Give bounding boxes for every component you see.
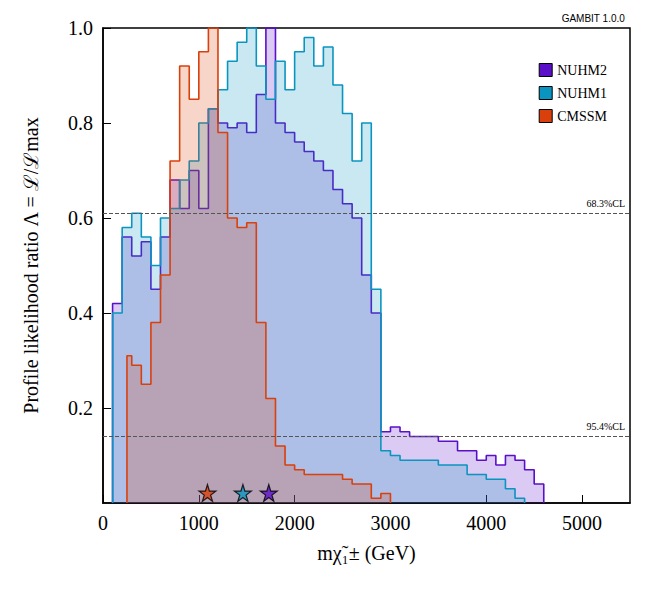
svg-text:0.8: 0.8 bbox=[68, 112, 93, 134]
svg-text:NUHM2: NUHM2 bbox=[557, 63, 607, 78]
svg-text:5000: 5000 bbox=[562, 512, 602, 534]
svg-text:95.4%CL: 95.4%CL bbox=[586, 421, 625, 432]
svg-text:NUHM1: NUHM1 bbox=[557, 86, 607, 101]
svg-text:0: 0 bbox=[98, 512, 108, 534]
svg-text:1000: 1000 bbox=[179, 512, 219, 534]
svg-text:0.4: 0.4 bbox=[68, 302, 93, 324]
svg-text:1.0: 1.0 bbox=[68, 17, 93, 39]
svg-text:0.6: 0.6 bbox=[68, 207, 93, 229]
svg-text:4000: 4000 bbox=[466, 512, 506, 534]
svg-text:3000: 3000 bbox=[370, 512, 410, 534]
svg-text:CMSSM: CMSSM bbox=[557, 109, 607, 124]
svg-text:GAMBIT 1.0.0: GAMBIT 1.0.0 bbox=[562, 13, 626, 24]
svg-text:0.2: 0.2 bbox=[68, 397, 93, 419]
svg-text:mχ̃₁± (GeV): mχ̃₁± (GeV) bbox=[317, 542, 415, 565]
svg-text:68.3%CL: 68.3%CL bbox=[586, 198, 625, 209]
svg-text:2000: 2000 bbox=[275, 512, 315, 534]
svg-text:Profile likelihood ratio Λ = ℒ: Profile likelihood ratio Λ = ℒ/ℒmax bbox=[20, 117, 42, 413]
